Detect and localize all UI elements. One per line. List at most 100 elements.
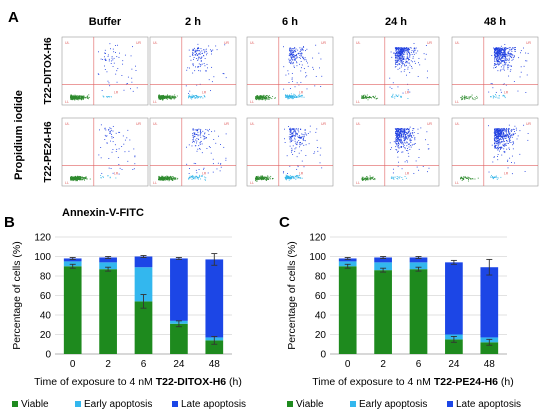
event-dot [201,96,203,98]
event-dot [428,148,430,150]
event-dot [403,50,404,51]
event-dot [495,132,497,134]
event-dot [119,52,120,54]
event-dot [410,146,412,148]
event-dot [72,99,74,100]
quadrant-label: UL [455,122,460,126]
event-dot [410,136,412,138]
event-dot [213,139,215,140]
event-dot [164,97,165,99]
event-dot [395,62,397,63]
event-dot [399,133,401,135]
event-dot [160,97,162,99]
quadrant-label: LL [455,181,459,185]
event-dot [393,141,395,143]
event-dot [409,139,411,141]
event-dot [507,64,509,66]
event-dot [199,131,201,133]
event-dot [291,128,293,130]
event-dot [497,48,499,50]
event-dot [412,57,414,59]
quadrant-label: UL [455,41,460,45]
event-dot [497,53,499,55]
event-dot [401,56,403,57]
event-dot [498,129,500,131]
event-dot [292,132,294,134]
event-dot [296,82,298,84]
y-tick-label: 60 [40,291,52,302]
event-dot [372,178,373,180]
event-dot [197,54,199,56]
event-dot [408,131,410,132]
event-dot [201,143,203,145]
event-dot [495,147,497,149]
event-dot [413,47,415,49]
event-dot [503,69,505,71]
event-dot [267,178,269,180]
event-dot [192,96,194,98]
event-dot [261,179,263,181]
event-dot [204,176,206,178]
event-dot [491,55,493,56]
event-dot [463,179,464,181]
event-dot [198,96,200,98]
event-dot [135,65,136,67]
event-dot [414,60,416,62]
event-dot [494,146,496,148]
event-dot [159,176,161,178]
event-dot [499,61,500,63]
bar-segment-late-apoptosis [480,267,499,338]
event-dot [193,49,195,51]
event-dot [400,58,402,60]
event-dot [167,94,168,96]
event-dot [195,176,197,178]
event-dot [79,96,81,98]
quadrant-label: LR [202,172,207,176]
event-dot [163,96,165,98]
event-dot [186,69,188,71]
event-dot [395,61,397,63]
event-dot [413,128,415,130]
event-dot [394,95,396,97]
event-dot [405,48,407,50]
event-dot [261,95,263,97]
event-dot [507,133,508,135]
event-dot [267,96,269,98]
event-dot [401,65,403,67]
event-dot [300,129,302,130]
event-dot [505,55,507,57]
event-dot [399,135,401,137]
event-dot [494,141,496,143]
event-dot [289,177,291,179]
event-dot [407,48,409,50]
event-dot [299,57,301,59]
event-dot [200,60,202,62]
event-dot [158,175,160,177]
event-dot [398,134,400,136]
event-dot [216,49,218,51]
event-dot [391,56,393,58]
event-dot [389,86,391,88]
event-dot [409,140,411,142]
event-dot [115,132,117,134]
event-dot [284,138,285,140]
error-bar-total [344,257,351,260]
event-dot [395,56,396,58]
event-dot [204,49,206,51]
event-dot [399,63,401,65]
event-dot [366,178,368,179]
event-dot [405,136,407,138]
event-dot [513,47,515,49]
event-dot [106,142,108,144]
event-dot [501,60,503,62]
quadrant-label: LR [299,91,304,95]
event-dot [289,129,291,131]
event-dot [368,97,370,98]
event-dot [498,144,500,146]
event-dot [123,143,125,145]
event-dot [195,145,197,147]
event-dot [188,92,190,94]
event-dot [71,176,73,177]
event-dot [403,49,405,51]
